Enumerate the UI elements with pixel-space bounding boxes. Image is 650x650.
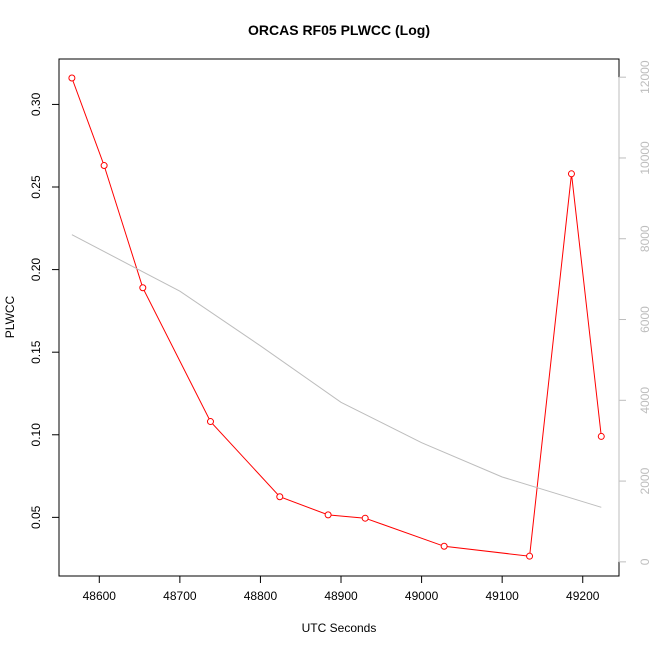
- y-axis: 0.05 0.10 0.15 0.20 0.25 0.30: [29, 92, 60, 529]
- x-tick-label: 49000: [405, 589, 439, 603]
- y-axis-label: PLWCC: [3, 295, 17, 338]
- plwcc-data-point: [567, 170, 575, 178]
- x-tick-label: 48700: [163, 589, 197, 603]
- chart-title: ORCAS RF05 PLWCC (Log): [248, 22, 430, 38]
- y2-tick-label: 0: [638, 558, 650, 565]
- plwcc-data-point: [100, 162, 108, 170]
- y-tick-label: 0.15: [29, 340, 43, 364]
- x-tick-label: 49200: [566, 589, 600, 603]
- plwcc-data-point: [206, 418, 214, 426]
- x-tick-label: 49100: [485, 589, 519, 603]
- plwcc-data-point: [276, 493, 284, 501]
- x-tick-label: 48800: [244, 589, 278, 603]
- y2-tick-label: 10000: [638, 141, 650, 175]
- x-axis-label: UTC Seconds: [302, 621, 377, 635]
- plwcc-data-point: [526, 552, 534, 560]
- y2-tick-label: 12000: [638, 60, 650, 94]
- y-tick-label: 0.30: [29, 92, 43, 116]
- series-layer: [68, 74, 605, 560]
- x-tick-label: 48900: [324, 589, 358, 603]
- plwcc-data-point: [440, 542, 448, 550]
- plwcc-data-point: [139, 284, 147, 292]
- y2-tick-label: 8000: [638, 225, 650, 252]
- plwcc-data-point: [68, 74, 76, 82]
- x-axis: 48600 48700 48800 48900 49000 49100 49200: [83, 575, 600, 603]
- y-tick-label: 0.20: [29, 258, 43, 282]
- plot-frame: [58, 58, 620, 577]
- secondary-series-line: [71, 234, 602, 508]
- y2-tick-label: 4000: [638, 387, 650, 414]
- y-tick-label: 0.10: [29, 423, 43, 447]
- plwcc-series-line: [71, 77, 602, 557]
- plwcc-data-point: [597, 432, 605, 440]
- y2-tick-label: 2000: [638, 467, 650, 494]
- x-tick-label: 48600: [83, 589, 117, 603]
- plwcc-data-point: [361, 514, 369, 522]
- plwcc-data-point: [324, 511, 332, 519]
- y-tick-label: 0.25: [29, 175, 43, 199]
- y2-tick-label: 6000: [638, 306, 650, 333]
- y2-axis: 0 2000 4000 6000 8000 10000 12000: [618, 60, 650, 565]
- y-tick-label: 0.05: [29, 505, 43, 529]
